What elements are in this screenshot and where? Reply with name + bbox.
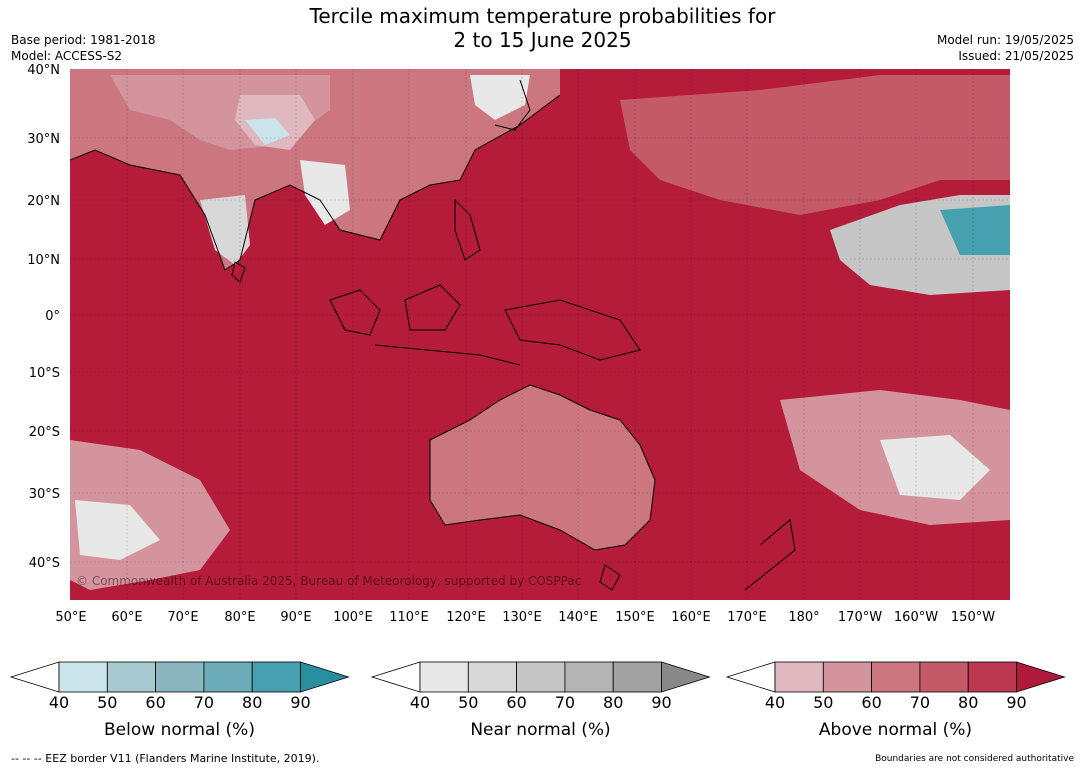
india-near-normal-patch bbox=[200, 195, 250, 265]
colorbar-tick-label: 50 bbox=[813, 693, 833, 712]
lat-label: 30°S bbox=[29, 487, 60, 502]
boundaries-note: Boundaries are not considered authoritat… bbox=[875, 754, 1074, 764]
lon-label: 110°E bbox=[389, 610, 429, 625]
lon-label: 170°W bbox=[838, 610, 882, 625]
map-title: Tercile maximum temperature probabilitie… bbox=[0, 4, 1085, 52]
north-pacific-patch bbox=[620, 75, 1010, 215]
meta-left: Base period: 1981-2018 Model: ACCESS-S2 bbox=[11, 32, 156, 64]
colorbar-tick-label: 40 bbox=[410, 693, 430, 712]
colorbar-low-extend bbox=[370, 661, 421, 693]
colorbar-segment bbox=[871, 661, 921, 693]
lat-label: 10°N bbox=[27, 253, 60, 268]
lon-axis-labels: 50°E 60°E 70°E 80°E 90°E 100°E 110°E 120… bbox=[55, 610, 995, 625]
south-indian-ocean-near-patch bbox=[75, 500, 160, 560]
lon-label: 150°E bbox=[615, 610, 655, 625]
lon-label: 100°E bbox=[333, 610, 373, 625]
colorbar-tick-label: 70 bbox=[910, 693, 930, 712]
colorbar-segment bbox=[467, 661, 517, 693]
base-period: Base period: 1981-2018 bbox=[11, 33, 156, 47]
south-pacific-near-patch bbox=[880, 435, 990, 500]
lon-label: 90°E bbox=[280, 610, 311, 625]
coastlines bbox=[70, 79, 796, 591]
lon-label: 50°E bbox=[55, 610, 86, 625]
colorbar-segment bbox=[251, 661, 301, 693]
colorbar-segment bbox=[774, 661, 824, 693]
copyright-notice: © Commonwealth of Australia 2025, Bureau… bbox=[76, 574, 581, 588]
colorbar-segment bbox=[822, 661, 872, 693]
lat-label: 0° bbox=[45, 309, 60, 324]
indochina-near-normal-patch bbox=[300, 160, 350, 225]
lon-label: 160°E bbox=[671, 610, 711, 625]
lon-label: 70°E bbox=[167, 610, 198, 625]
lon-label: 180° bbox=[788, 610, 819, 625]
colorbar-segment bbox=[919, 661, 969, 693]
colorbar-segment bbox=[155, 661, 205, 693]
lat-label: 20°N bbox=[27, 194, 60, 209]
lat-label: 20°S bbox=[29, 425, 60, 440]
lat-label: 30°N bbox=[27, 132, 60, 147]
title-line-1: Tercile maximum temperature probabilitie… bbox=[309, 4, 776, 28]
colorbar-tick-label: 50 bbox=[97, 693, 117, 712]
colorbar-tick-label: 40 bbox=[765, 693, 785, 712]
colorbar-tick-label: 90 bbox=[290, 693, 310, 712]
lon-label: 160°W bbox=[894, 610, 938, 625]
colorbar-tick-label: 60 bbox=[506, 693, 526, 712]
meta-right: Model run: 19/05/2025 Issued: 21/05/2025 bbox=[937, 32, 1074, 64]
colorbar-segment bbox=[58, 661, 108, 693]
colorbar-label-below: Below normal (%) bbox=[104, 720, 255, 740]
colorbar-tick-label: 80 bbox=[958, 693, 978, 712]
colorbar-high-extend bbox=[300, 661, 350, 693]
eez-note: -- -- -- EEZ border V11 (Flanders Marine… bbox=[11, 752, 320, 765]
colorbar-tick-label: 90 bbox=[651, 693, 671, 712]
colorbar-tick-label: 70 bbox=[194, 693, 214, 712]
lon-label: 150°W bbox=[951, 610, 995, 625]
colorbar-tick-label: 50 bbox=[458, 693, 478, 712]
colorbar-segment bbox=[106, 661, 157, 693]
title-line-2: 2 to 15 June 2025 bbox=[453, 28, 632, 52]
model-run: Model run: 19/05/2025 bbox=[936, 33, 1074, 47]
colorbar-tick-label: 40 bbox=[49, 693, 69, 712]
lon-label: 60°E bbox=[111, 610, 142, 625]
lon-label: 140°E bbox=[558, 610, 598, 625]
colorbar-near-normal: 40 50 60 70 80 90 bbox=[370, 661, 711, 712]
issued-date: Issued: 21/05/2025 bbox=[958, 49, 1074, 63]
colorbar-segment bbox=[564, 661, 614, 693]
colorbar-segment bbox=[419, 661, 469, 693]
colorbar-above-normal: 40 50 60 70 80 90 bbox=[725, 661, 1066, 712]
colorbar-segment bbox=[203, 661, 253, 693]
colorbar-label-near: Near normal (%) bbox=[470, 720, 611, 740]
lon-label: 80°E bbox=[224, 610, 255, 625]
colorbar-tick-label: 90 bbox=[1006, 693, 1026, 712]
lon-label: 130°E bbox=[502, 610, 542, 625]
colorbar-tick-label: 80 bbox=[242, 693, 262, 712]
lon-label: 120°E bbox=[446, 610, 486, 625]
graticule bbox=[70, 69, 1010, 600]
colorbar-tick-label: 60 bbox=[861, 693, 881, 712]
lat-label: 40°S bbox=[29, 556, 60, 571]
pacific-below-normal-patch bbox=[940, 205, 1010, 255]
colorbar-low-extend bbox=[725, 661, 776, 693]
colorbar-segment bbox=[967, 661, 1017, 693]
colorbar-tick-label: 60 bbox=[145, 693, 165, 712]
lat-label: 10°S bbox=[29, 366, 60, 381]
lon-label: 170°E bbox=[727, 610, 767, 625]
colorbar-tick-label: 70 bbox=[555, 693, 575, 712]
model-name: Model: ACCESS-S2 bbox=[11, 49, 123, 63]
colorbar-below-normal: 40 50 60 70 80 90 bbox=[9, 661, 350, 712]
colorbar-tick-label: 80 bbox=[603, 693, 623, 712]
colorbar-low-extend bbox=[9, 661, 60, 693]
colorbar-segment bbox=[516, 661, 566, 693]
below-normal-patch-tibet bbox=[245, 118, 290, 145]
lat-axis-labels: 40°N 30°N 20°N 10°N 0° 10°S 20°S 30°S 40… bbox=[27, 63, 60, 571]
map-field: © Commonwealth of Australia 2025, Bureau… bbox=[70, 69, 1010, 600]
colorbar-high-extend bbox=[661, 661, 711, 693]
lat-label: 40°N bbox=[27, 63, 60, 78]
colorbar-segment bbox=[612, 661, 662, 693]
japan-near-normal-patch bbox=[470, 75, 530, 120]
colorbar-label-above: Above normal (%) bbox=[818, 720, 973, 740]
australia-land-fill bbox=[430, 385, 655, 550]
colorbar-high-extend bbox=[1016, 661, 1066, 693]
